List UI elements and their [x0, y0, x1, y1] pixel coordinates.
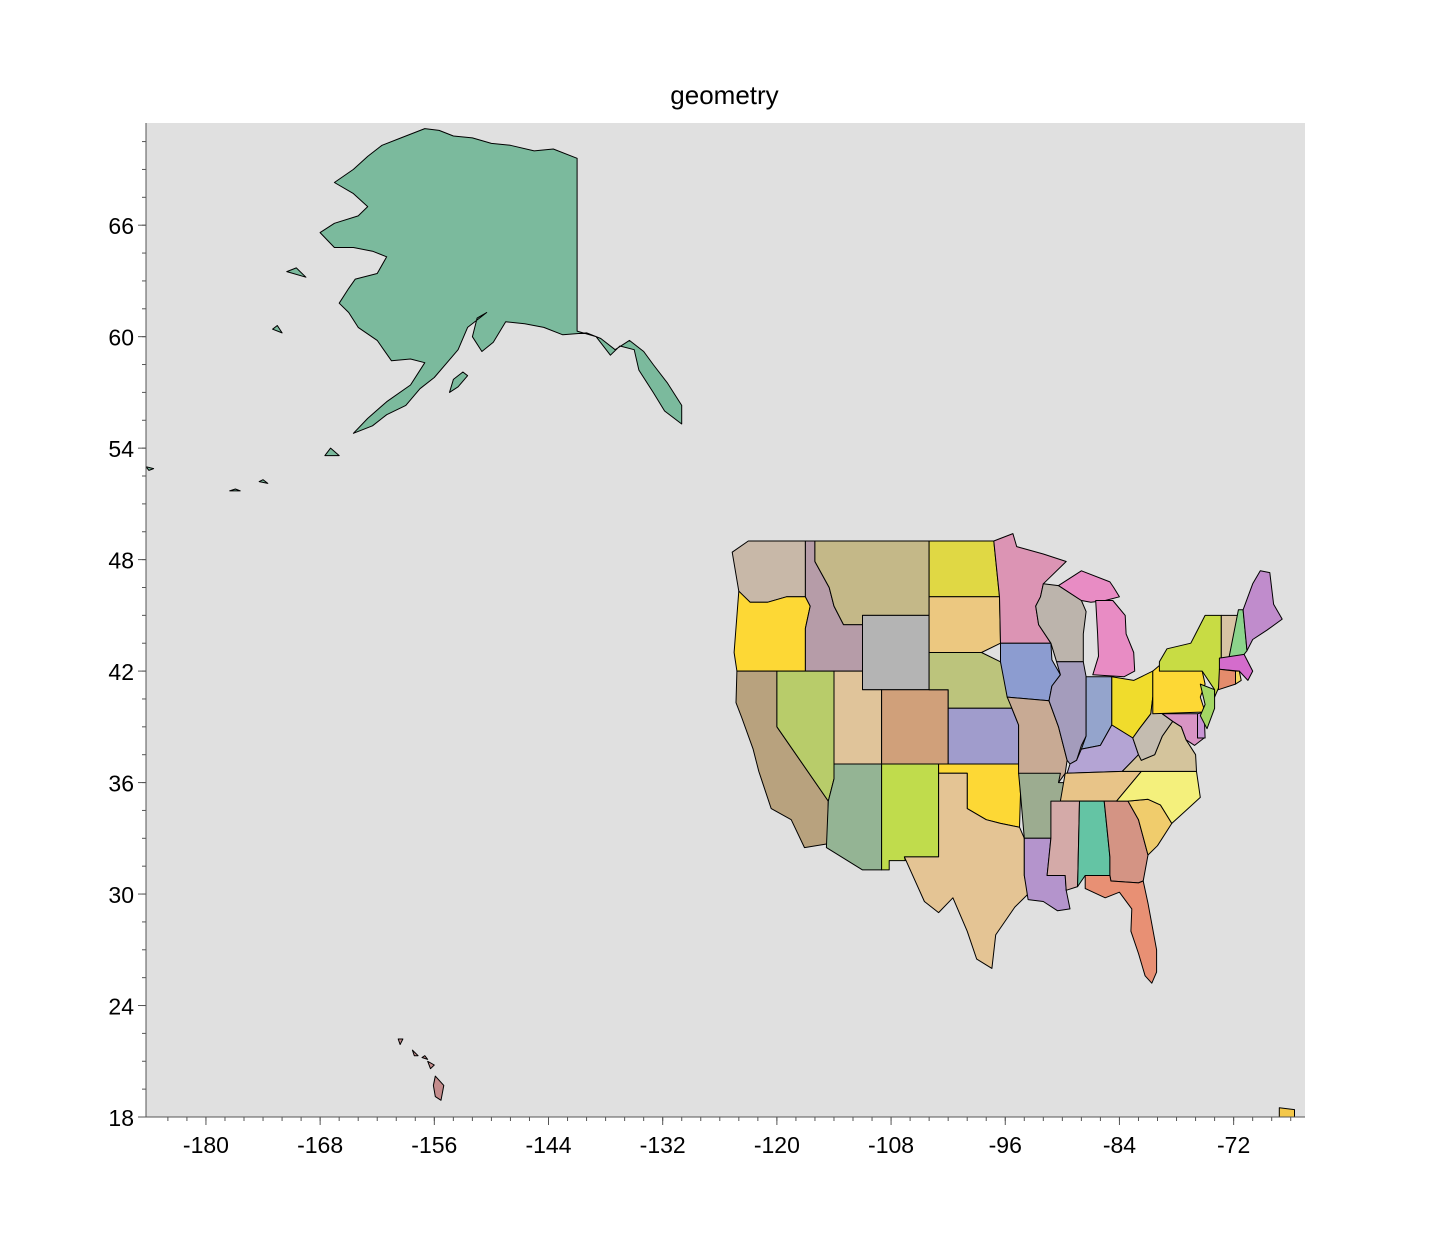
x-tick-label: -156 [411, 1132, 457, 1158]
region-new-mexico [881, 763, 940, 871]
region-hawaii [397, 1038, 445, 1101]
region-colorado [881, 689, 949, 765]
region-rhode-island [1235, 670, 1242, 685]
x-tick-label: -108 [868, 1132, 914, 1158]
region-alaska [145, 128, 683, 492]
axes-layer: -180 -168 -156 -144 -132 -120 -108 -96 -84 -72 18 2… [108, 123, 1305, 1158]
region-michigan-upper [1058, 570, 1120, 603]
x-tick-label: -84 [1103, 1132, 1136, 1158]
x-tick-label: -120 [754, 1132, 800, 1158]
region-puerto-rico [1278, 1107, 1295, 1118]
x-tick-label: -180 [183, 1132, 229, 1158]
y-tick-label: 42 [108, 659, 134, 685]
region-texas [903, 772, 1029, 969]
y-tick-label: 54 [108, 436, 134, 462]
regions-layer [145, 128, 1295, 1118]
y-tick-label: 48 [108, 548, 134, 574]
region-michigan-lower [1092, 600, 1136, 678]
x-tick-label: -72 [1217, 1132, 1250, 1158]
region-pennsylvania [1152, 665, 1206, 715]
y-tick-label: 60 [108, 325, 134, 351]
region-maine [1242, 570, 1283, 652]
region-wyoming [862, 614, 930, 691]
x-tick-label: -96 [989, 1132, 1022, 1158]
y-tick-label: 66 [108, 213, 134, 239]
chart-title: geometry [670, 80, 779, 110]
region-south-dakota [928, 596, 1001, 653]
y-tick-label: 18 [108, 1105, 134, 1131]
plot-background [146, 123, 1305, 1117]
region-kansas [947, 707, 1020, 765]
x-tick-label: -144 [525, 1132, 571, 1158]
region-oregon [733, 590, 811, 672]
region-north-dakota [928, 540, 1000, 598]
region-florida [1084, 875, 1158, 984]
x-tick-label: -168 [297, 1132, 343, 1158]
x-tick-label: -132 [640, 1132, 686, 1158]
y-tick-label: 36 [108, 771, 134, 797]
y-tick-label: 30 [108, 882, 134, 908]
region-washington [731, 540, 806, 603]
y-tick-label: 24 [108, 994, 134, 1020]
